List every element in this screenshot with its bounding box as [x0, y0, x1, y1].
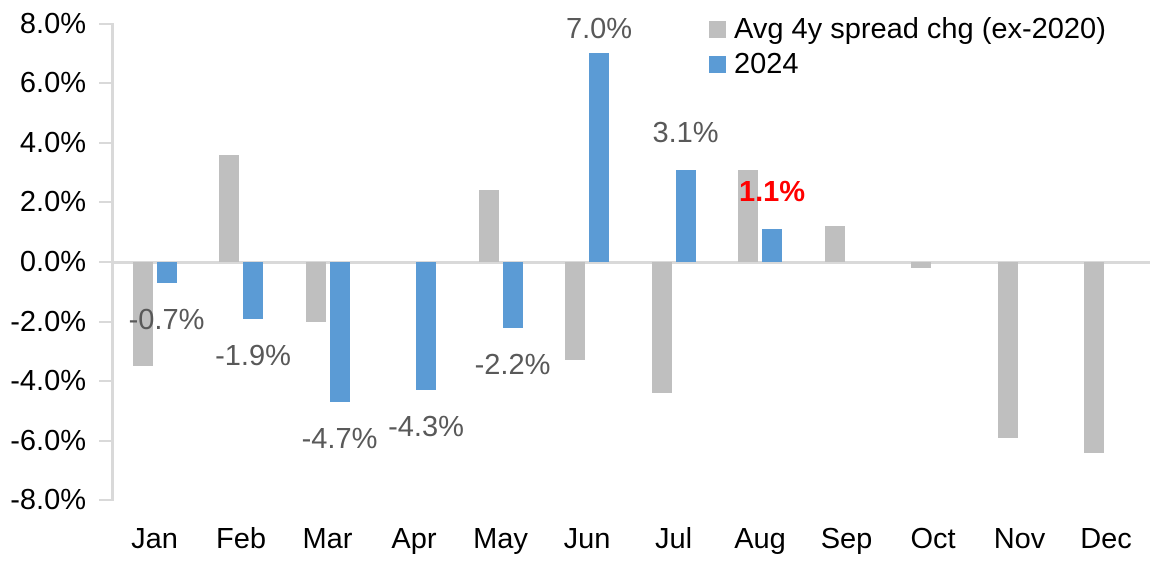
- data-label-2024-may: -2.2%: [474, 348, 551, 381]
- y-tick: [99, 82, 111, 85]
- bar-2024-jun: [589, 53, 609, 262]
- bar-2024-aug: [762, 229, 782, 262]
- y-axis-label: -4.0%: [10, 365, 86, 398]
- bar-avg4y-aug: [738, 169, 758, 262]
- y-axis-label: 8.0%: [19, 7, 86, 40]
- bar-avg4y-jun: [565, 262, 585, 361]
- bar-2024-apr: [416, 262, 436, 391]
- y-axis-label: -8.0%: [10, 484, 86, 517]
- bar-avg4y-jul: [651, 262, 672, 394]
- y-tick: [99, 320, 111, 323]
- legend-item-2024: 2024: [709, 47, 1106, 82]
- x-axis-label-aug: Aug: [734, 523, 786, 555]
- legend-swatch-avg-4y: [709, 21, 726, 38]
- data-label-2024-jan: -0.7%: [128, 303, 205, 336]
- legend-item-avg-4y: Avg 4y spread chg (ex-2020): [709, 12, 1106, 47]
- bar-avg4y-mar: [305, 262, 326, 322]
- x-axis-label-mar: Mar: [302, 523, 353, 555]
- data-label-2024-feb: -1.9%: [215, 339, 291, 372]
- bar-avg4y-may: [478, 190, 499, 262]
- y-axis-label: -2.0%: [10, 305, 86, 338]
- legend-label-2024: 2024: [734, 48, 799, 80]
- bar-avg4y-sep: [824, 226, 845, 262]
- y-axis-label: 0.0%: [19, 246, 86, 278]
- y-tick: [99, 499, 111, 502]
- y-axis-label: -6.0%: [10, 424, 86, 457]
- x-axis-label-may: May: [473, 523, 528, 555]
- y-tick: [99, 141, 111, 144]
- x-axis-label-oct: Oct: [910, 523, 956, 555]
- x-axis-label-nov: Nov: [993, 523, 1046, 555]
- y-tick: [99, 261, 111, 263]
- legend-swatch-2024: [709, 56, 726, 73]
- legend-label-avg-4y: Avg 4y spread chg (ex-2020): [734, 13, 1106, 45]
- y-tick: [99, 439, 111, 442]
- bar-2024-jan: [156, 262, 177, 283]
- x-axis-label-apr: Apr: [391, 523, 437, 555]
- bar-2024-mar: [329, 262, 350, 403]
- y-tick: [99, 380, 111, 383]
- data-label-2024-aug: 1.1%: [738, 176, 806, 209]
- x-axis-label-jul: Jul: [654, 523, 693, 555]
- x-axis-label-feb: Feb: [216, 523, 266, 555]
- x-axis-label-jun: Jun: [563, 523, 611, 555]
- data-label-2024-mar: -4.7%: [301, 423, 378, 456]
- bar-2024-jul: [675, 169, 696, 262]
- x-axis-label-jan: Jan: [131, 523, 178, 555]
- y-axis-label: 4.0%: [19, 126, 86, 159]
- x-axis-label-sep: Sep: [820, 523, 873, 555]
- bar-avg4y-dec: [1084, 262, 1104, 453]
- data-label-2024-jul: 3.1%: [652, 116, 719, 149]
- zero-gridline: [111, 261, 1150, 264]
- x-axis-label-dec: Dec: [1080, 523, 1132, 555]
- data-label-2024-jun: 7.0%: [565, 13, 633, 45]
- bar-avg4y-jan: [132, 262, 153, 367]
- y-axis-label: 6.0%: [19, 67, 86, 100]
- y-tick: [99, 201, 111, 204]
- y-axis-label: 2.0%: [19, 186, 86, 219]
- bar-avg4y-feb: [219, 154, 239, 262]
- legend: Avg 4y spread chg (ex-2020) 2024: [709, 12, 1106, 82]
- data-label-2024-apr: -4.3%: [388, 411, 464, 444]
- bar-2024-may: [502, 262, 523, 328]
- y-tick: [99, 22, 111, 25]
- bar-avg4y-oct: [911, 262, 931, 268]
- bar-2024-feb: [243, 262, 263, 319]
- bar-avg4y-nov: [997, 262, 1018, 438]
